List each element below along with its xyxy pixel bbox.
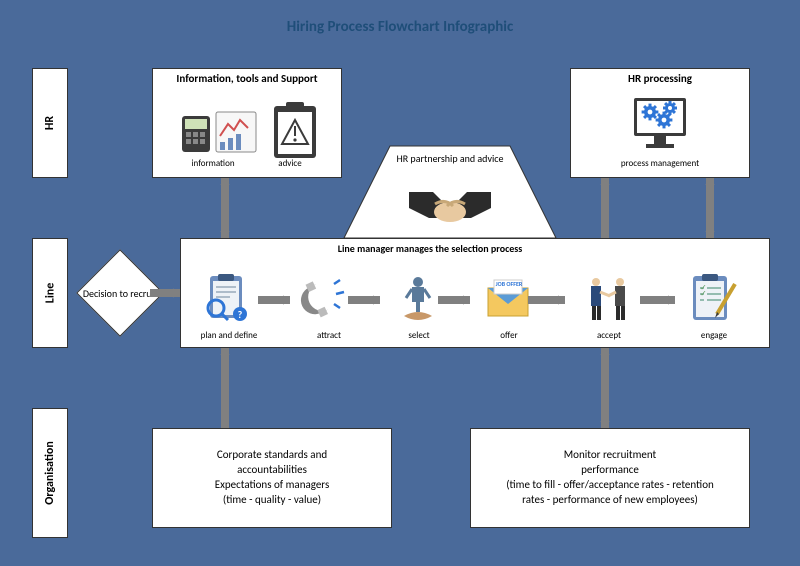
- page-title: Hiring Process Flowchart Infographic: [0, 18, 800, 36]
- engage-icon: ✓✓: [685, 274, 741, 324]
- advice-icon: [270, 102, 320, 162]
- arrow-orgright-to-accept: [595, 338, 615, 438]
- lane-label-organisation: Organisation: [43, 441, 57, 505]
- engage-label: engage: [679, 330, 749, 341]
- arrow-orgleft-to-plan: [215, 338, 235, 438]
- partnership-label: HR partnership and advice: [360, 152, 540, 165]
- svg-text:?: ?: [238, 308, 243, 321]
- hr-info-title: Information, tools and Support: [152, 72, 342, 85]
- handshake-icon: [405, 184, 495, 234]
- arrow-decision-to-main: [140, 283, 190, 303]
- line-main-title: Line manager manages the selection proce…: [300, 242, 560, 255]
- offer-badge: JOB OFFER: [492, 280, 526, 288]
- attract-label: attract: [294, 330, 364, 341]
- hr-info-sublabel-0: information: [178, 158, 248, 169]
- svg-text:✓: ✓: [700, 289, 707, 299]
- arrow-step-plan-attract: [248, 290, 300, 310]
- monitor-gears-icon: [630, 96, 690, 156]
- hr-info-sublabel-1: advice: [260, 158, 320, 169]
- information-icon: [180, 106, 260, 162]
- lane-hr: HR: [32, 68, 68, 178]
- arrow-step-attract-select: [338, 290, 390, 310]
- lane-label-line: Line: [43, 283, 57, 304]
- lane-line: Line: [32, 238, 68, 348]
- arrow-engage-to-proc: [700, 168, 720, 248]
- org_left-text: Corporate standards andaccountabilitiesE…: [152, 448, 392, 507]
- arrow-accept-to-proc: [595, 168, 615, 248]
- arrow-step-offer-accept: [518, 290, 575, 310]
- offer-label: offer: [474, 330, 544, 341]
- arrow-step-accept-engage: [630, 290, 685, 310]
- lane-label-hr: HR: [43, 116, 57, 130]
- arrow-step-select-offer: [428, 290, 480, 310]
- accept-icon: [580, 274, 636, 324]
- arrow-plan-to-info: [215, 168, 235, 248]
- org_right-text: Monitor recruitmentperformance(time to f…: [470, 448, 750, 507]
- stage: Hiring Process Flowchart Infographic HR Li…: [0, 0, 800, 566]
- lane-organisation: Organisation: [32, 408, 68, 538]
- select-label: select: [384, 330, 454, 341]
- hr-proc-title: HR processing: [570, 72, 750, 85]
